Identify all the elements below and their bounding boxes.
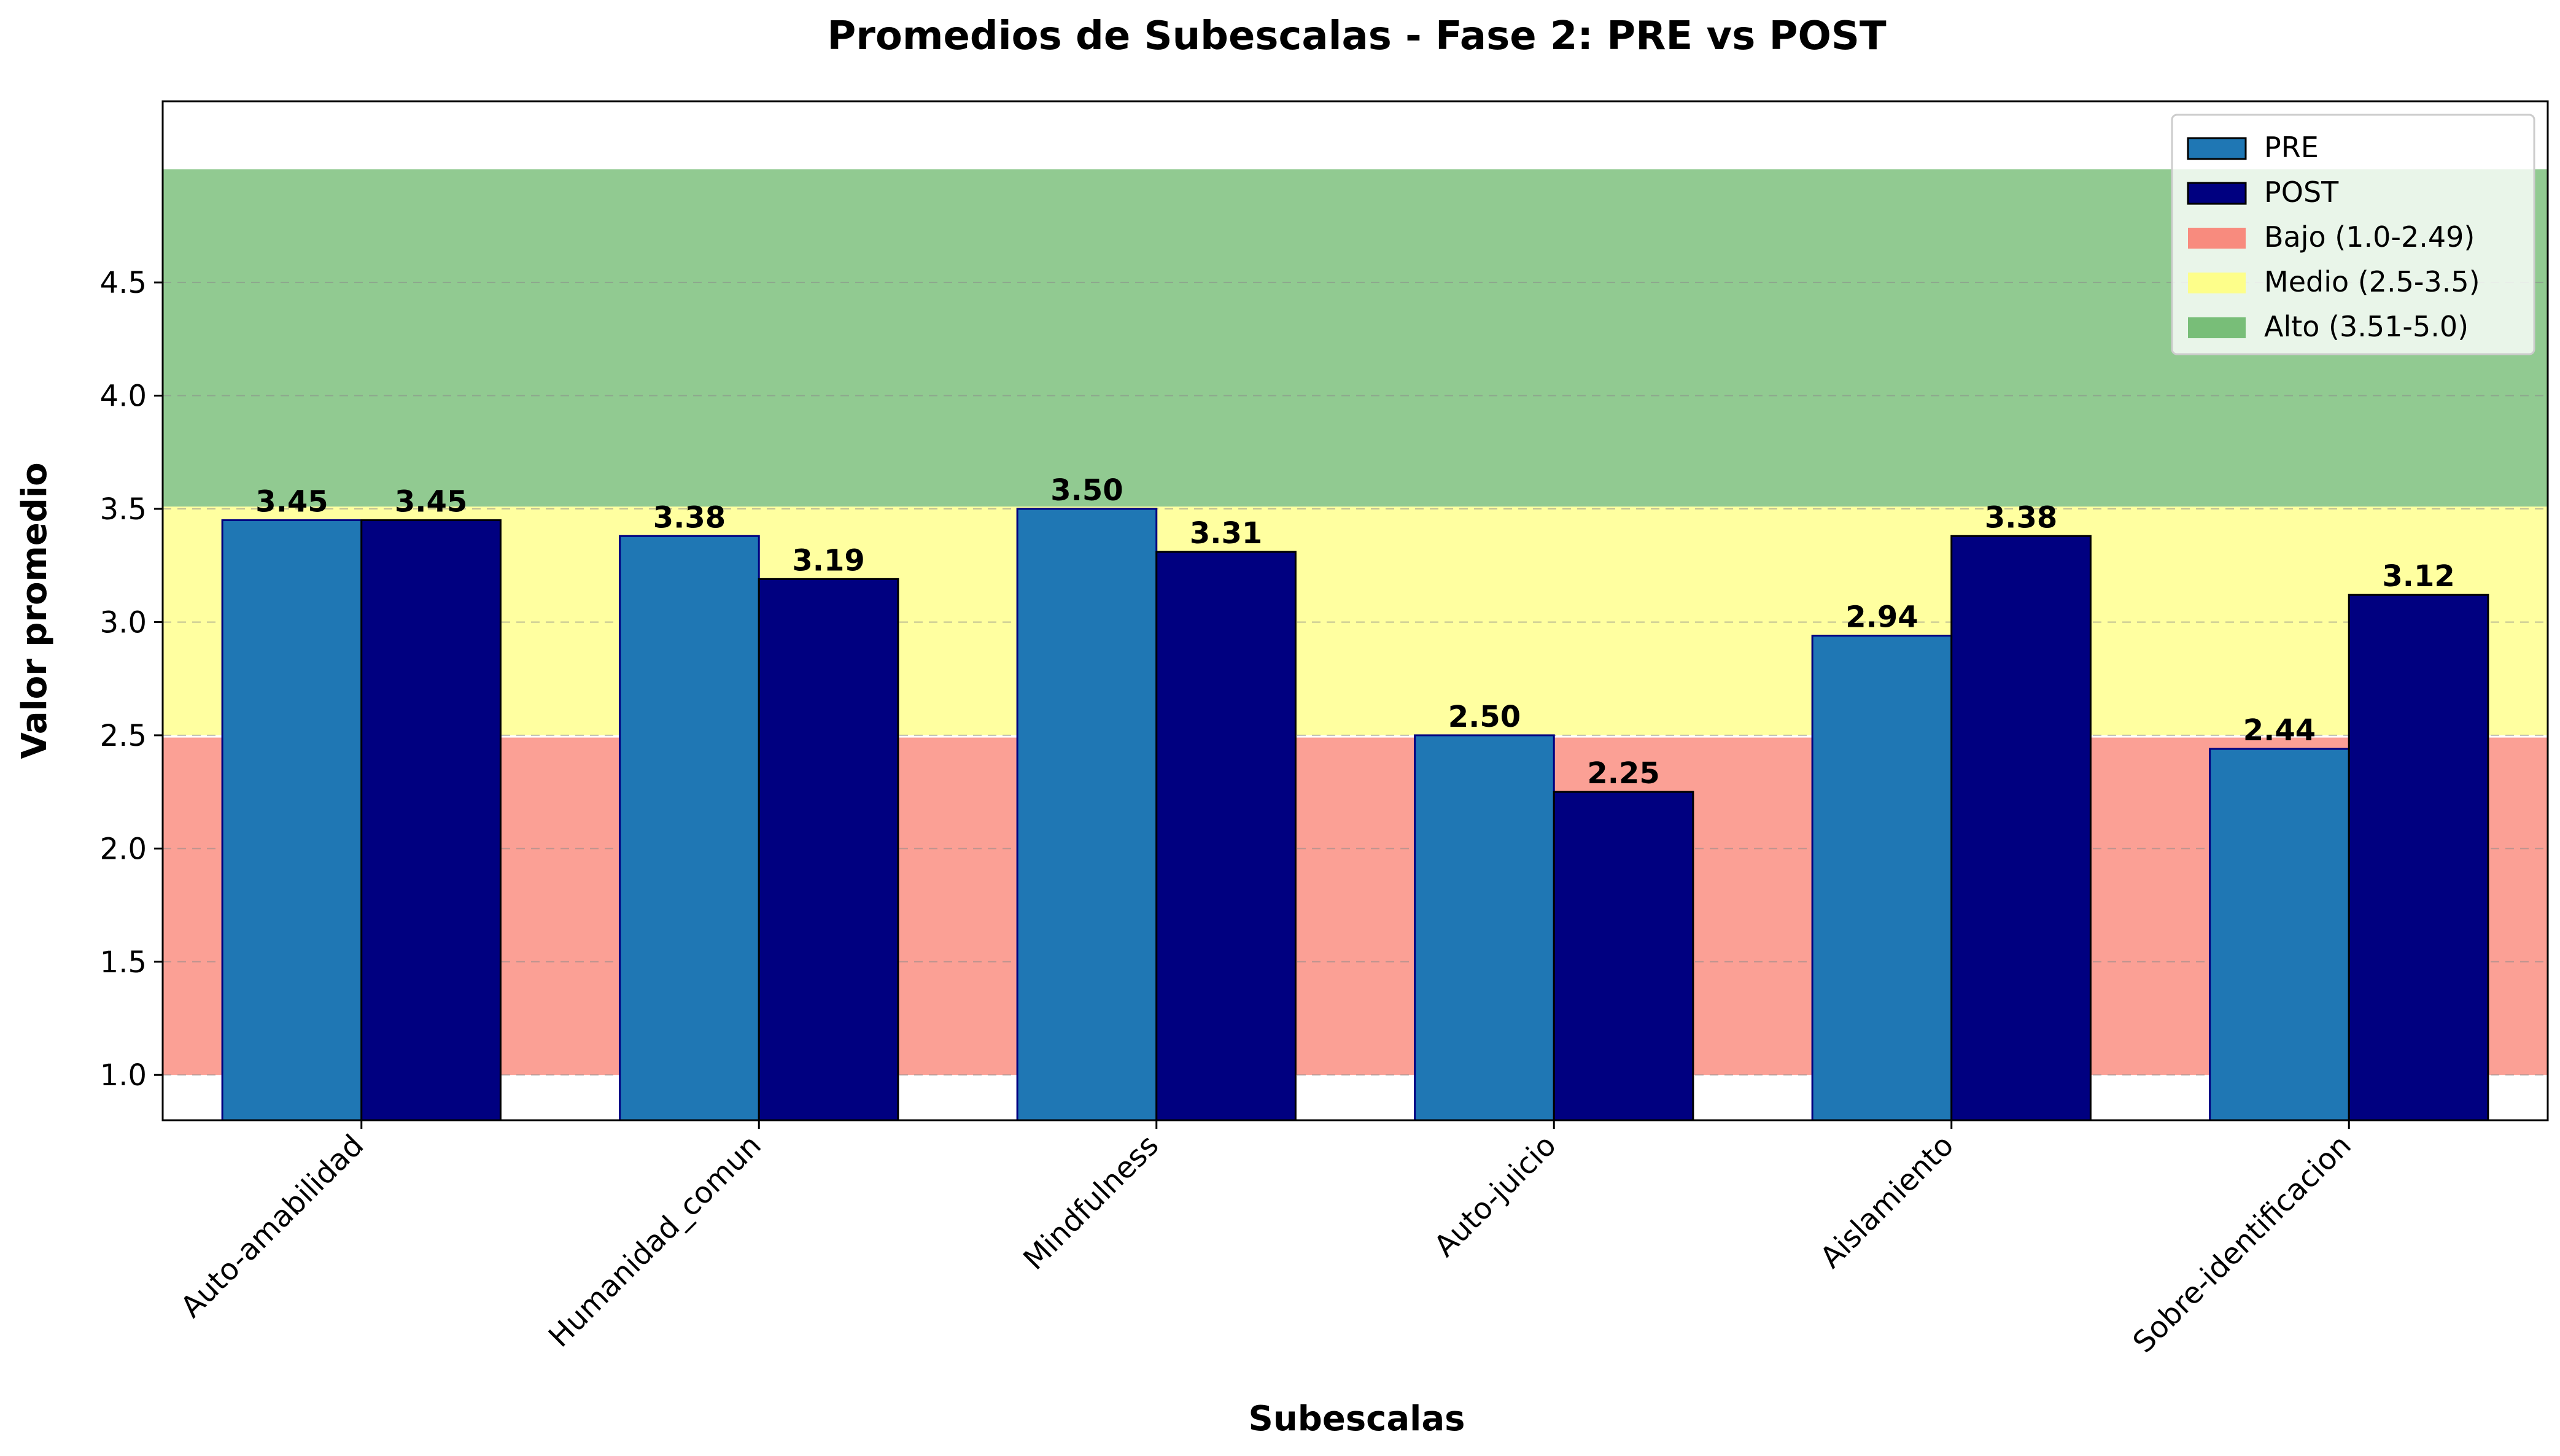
y-tick-label: 4.0	[100, 379, 147, 414]
data-label: 3.45	[255, 484, 328, 519]
legend-label: POST	[2264, 176, 2339, 209]
legend-label: Bajo (1.0-2.49)	[2264, 220, 2475, 254]
data-label: 3.31	[1190, 516, 1262, 551]
bar-pre-6	[2209, 748, 2350, 1121]
y-tick-label: 2.0	[100, 832, 147, 866]
x-tick-label: Mindfulness	[1017, 1128, 1165, 1277]
legend-swatch	[2188, 273, 2246, 293]
bar-pre-1	[221, 519, 363, 1121]
data-label: 2.50	[1448, 700, 1521, 734]
data-label: 3.50	[1050, 473, 1123, 508]
legend-swatch	[2187, 182, 2247, 205]
legend-box	[2171, 114, 2535, 355]
x-tick-label: Sobre-identificacion	[2127, 1128, 2358, 1360]
y-tick-label: 1.5	[100, 945, 147, 980]
legend-swatch	[2187, 137, 2247, 160]
data-label: 3.12	[2382, 559, 2454, 594]
data-label: 2.94	[1845, 600, 1918, 635]
bar-pre-5	[1811, 635, 1953, 1121]
bar-post-6	[2348, 594, 2489, 1121]
x-tick-label: Aislamiento	[1813, 1128, 1960, 1275]
bar-pre-3	[1016, 508, 1158, 1121]
bar-post-3	[1155, 551, 1297, 1121]
y-tick-label: 1.0	[100, 1058, 147, 1093]
legend: PRE POST Bajo (1.0-2.49) Medio (2.5-3.5) Alt…	[2171, 114, 2535, 355]
bar-pre-4	[1414, 734, 1555, 1121]
y-tick-label: 2.5	[100, 719, 147, 753]
x-tick-label: Auto-juicio	[1427, 1128, 1563, 1264]
x-tick-label: Humanidad_comun	[542, 1128, 768, 1354]
x-axis-label: Subescalas	[1249, 1399, 1465, 1439]
bar-post-1	[360, 519, 502, 1121]
legend-swatch	[2188, 228, 2246, 249]
data-label: 2.25	[1587, 756, 1659, 791]
y-tick-label: 4.5	[100, 266, 147, 300]
data-label: 3.38	[1985, 500, 2057, 535]
band-3	[163, 169, 2548, 507]
data-label: 2.44	[2243, 713, 2316, 748]
band-1	[163, 737, 2548, 1075]
chart-title: Promedios de Subescalas - Fase 2: PRE vs…	[827, 14, 1887, 59]
legend-label: PRE	[2264, 131, 2319, 164]
x-tick-label: Auto-amabilidad	[174, 1128, 371, 1325]
y-tick-label: 3.0	[100, 605, 147, 640]
legend-label: Alto (3.51-5.0)	[2264, 310, 2469, 343]
bar-post-2	[758, 578, 899, 1121]
bar-pre-2	[619, 535, 760, 1121]
data-label: 3.19	[792, 543, 864, 578]
bar-post-4	[1553, 791, 1694, 1121]
y-tick-label: 3.5	[100, 492, 147, 527]
y-axis-label: Valor promedio	[15, 462, 55, 759]
legend-swatch	[2188, 317, 2246, 338]
data-label: 3.45	[395, 484, 467, 519]
bar-post-5	[1950, 535, 2092, 1121]
plot-frame	[161, 100, 2549, 1121]
data-label: 3.38	[653, 500, 726, 535]
band-2	[163, 506, 2548, 735]
legend-label: Medio (2.5-3.5)	[2264, 265, 2480, 298]
